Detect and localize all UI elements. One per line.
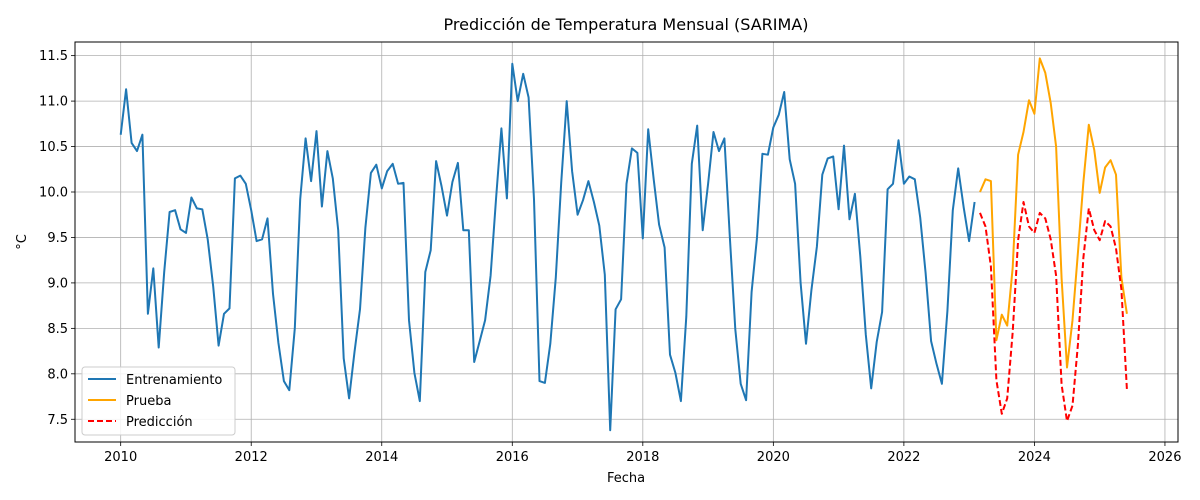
series-layer <box>119 57 1128 432</box>
y-axis: 7.5 8.0 8.5 9.0 9.5 10.0 10.5 11.0 11.5 <box>39 49 75 428</box>
series-line-0 <box>119 62 976 432</box>
y-tick-label: 9.5 <box>47 231 68 246</box>
x-axis: 2010 2012 2014 2016 2018 2020 2022 2024 2026 <box>104 442 1181 465</box>
y-tick-label: 7.5 <box>47 413 68 428</box>
x-tick-label: 2018 <box>626 450 659 465</box>
y-tick-label: 11.5 <box>39 49 68 64</box>
grid <box>75 42 1178 442</box>
x-tick-label: 2020 <box>757 450 790 465</box>
x-tick-label: 2012 <box>235 450 268 465</box>
chart-title: Predicción de Temperatura Mensual (SARIM… <box>444 15 809 34</box>
x-tick-label: 2026 <box>1148 450 1181 465</box>
y-axis-label: °C <box>15 234 30 250</box>
y-tick-label: 8.0 <box>47 367 68 382</box>
x-tick-label: 2024 <box>1018 450 1051 465</box>
y-tick-label: 10.5 <box>39 140 68 155</box>
x-tick-label: 2016 <box>496 450 529 465</box>
legend-box <box>81 366 236 436</box>
x-axis-label: Fecha <box>607 471 645 486</box>
y-tick-label: 10.0 <box>39 186 68 201</box>
x-tick-label: 2022 <box>887 450 920 465</box>
series-line-1 <box>979 57 1128 369</box>
x-tick-label: 2014 <box>365 450 398 465</box>
x-tick-label: 2010 <box>104 450 137 465</box>
plot-frame <box>74 41 1179 443</box>
legend-label: Predicción <box>126 415 193 430</box>
y-tick-label: 11.0 <box>39 95 68 110</box>
series-line-2 <box>979 201 1128 423</box>
y-tick-label: 9.0 <box>47 276 68 291</box>
y-tick-label: 8.5 <box>47 322 68 337</box>
legend-label: Prueba <box>126 394 171 409</box>
legend-label: Entrenamiento <box>126 373 222 388</box>
legend: Entrenamiento Prueba Predicción <box>81 366 236 436</box>
